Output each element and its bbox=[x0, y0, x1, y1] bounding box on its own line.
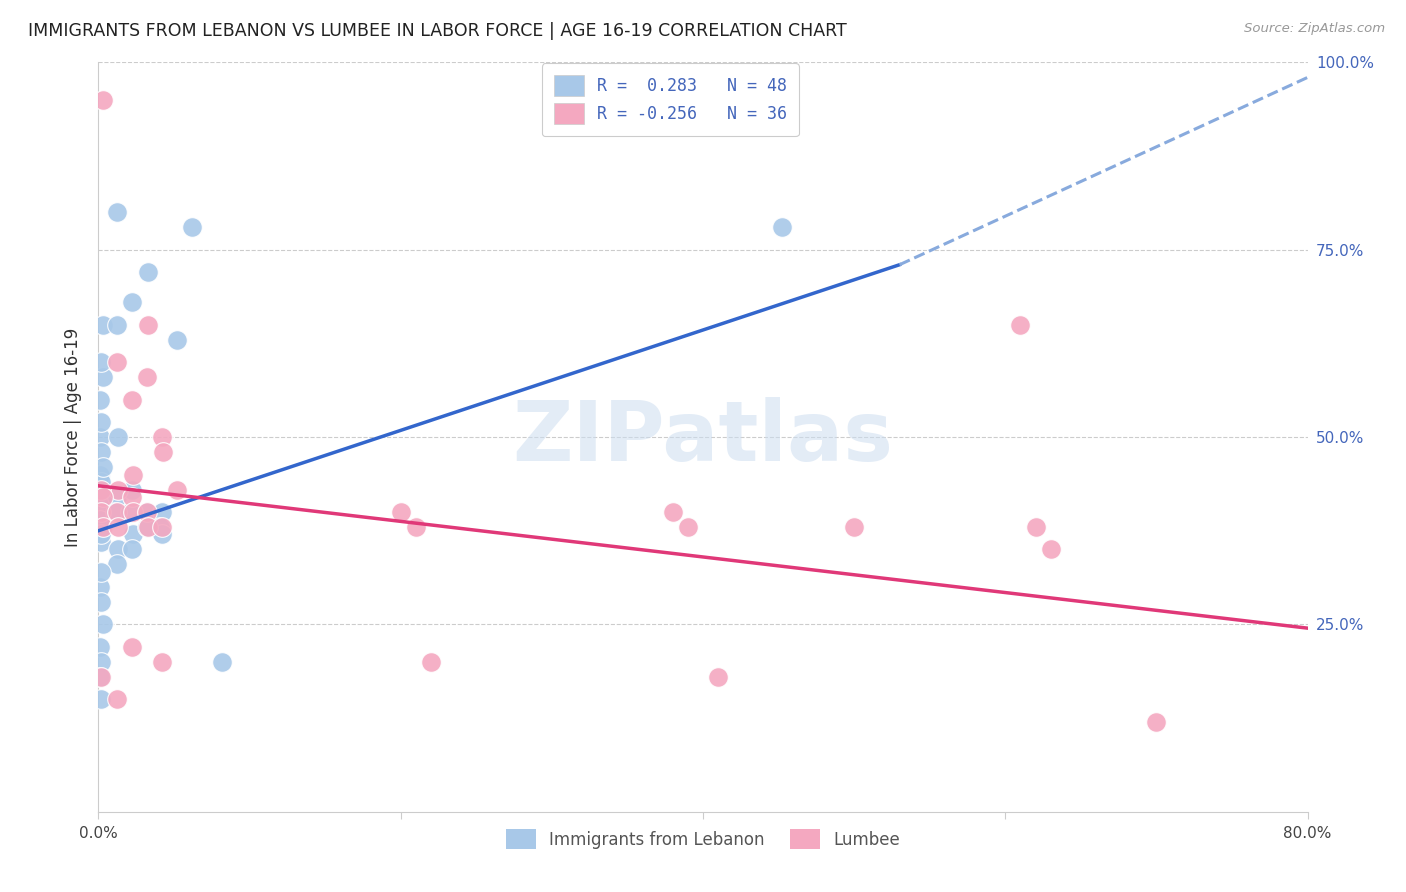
Point bbox=[91, 490, 114, 504]
Point bbox=[90, 445, 112, 459]
Point bbox=[121, 640, 143, 654]
Point bbox=[1039, 542, 1062, 557]
Point bbox=[89, 392, 111, 407]
Point bbox=[89, 580, 111, 594]
Point bbox=[105, 558, 128, 572]
Point bbox=[136, 318, 159, 332]
Point bbox=[150, 520, 173, 534]
Point bbox=[90, 415, 112, 429]
Point bbox=[136, 520, 159, 534]
Point bbox=[90, 475, 112, 489]
Point bbox=[91, 520, 114, 534]
Point bbox=[90, 355, 112, 369]
Point bbox=[121, 295, 143, 310]
Point bbox=[707, 670, 730, 684]
Point bbox=[89, 640, 111, 654]
Point bbox=[121, 542, 143, 557]
Point bbox=[91, 490, 114, 504]
Point bbox=[211, 655, 233, 669]
Point bbox=[121, 483, 143, 497]
Point bbox=[105, 205, 128, 219]
Point bbox=[91, 93, 114, 107]
Point bbox=[90, 505, 112, 519]
Point bbox=[181, 220, 204, 235]
Point bbox=[676, 520, 699, 534]
Point bbox=[150, 430, 173, 444]
Point bbox=[91, 498, 114, 512]
Text: IMMIGRANTS FROM LEBANON VS LUMBEE IN LABOR FORCE | AGE 16-19 CORRELATION CHART: IMMIGRANTS FROM LEBANON VS LUMBEE IN LAB… bbox=[28, 22, 846, 40]
Point bbox=[105, 318, 128, 332]
Point bbox=[90, 565, 112, 579]
Point bbox=[90, 535, 112, 549]
Point bbox=[1144, 714, 1167, 729]
Point bbox=[105, 490, 128, 504]
Point bbox=[122, 467, 145, 482]
Point bbox=[107, 483, 129, 497]
Point bbox=[120, 505, 142, 519]
Point bbox=[389, 505, 412, 519]
Point bbox=[91, 318, 114, 332]
Point bbox=[661, 505, 683, 519]
Point bbox=[136, 265, 159, 279]
Point bbox=[90, 527, 112, 541]
Point bbox=[90, 655, 112, 669]
Point bbox=[90, 670, 112, 684]
Text: ZIPatlas: ZIPatlas bbox=[513, 397, 893, 477]
Point bbox=[122, 505, 145, 519]
Point bbox=[105, 355, 128, 369]
Point bbox=[90, 692, 112, 706]
Point bbox=[135, 505, 157, 519]
Point bbox=[135, 505, 157, 519]
Point bbox=[1010, 318, 1032, 332]
Point bbox=[150, 655, 173, 669]
Point bbox=[166, 483, 188, 497]
Point bbox=[90, 505, 112, 519]
Point bbox=[89, 467, 111, 482]
Point bbox=[91, 483, 114, 497]
Point bbox=[104, 505, 127, 519]
Point bbox=[166, 333, 188, 347]
Point bbox=[844, 520, 866, 534]
Point bbox=[90, 595, 112, 609]
Point bbox=[107, 542, 129, 557]
Point bbox=[89, 430, 111, 444]
Point bbox=[121, 392, 143, 407]
Text: Source: ZipAtlas.com: Source: ZipAtlas.com bbox=[1244, 22, 1385, 36]
Point bbox=[770, 220, 793, 235]
Point bbox=[121, 490, 143, 504]
Point bbox=[135, 520, 157, 534]
Point bbox=[1024, 520, 1046, 534]
Point bbox=[89, 520, 111, 534]
Y-axis label: In Labor Force | Age 16-19: In Labor Force | Age 16-19 bbox=[65, 327, 83, 547]
Point bbox=[149, 520, 172, 534]
Point bbox=[107, 520, 129, 534]
Point bbox=[90, 483, 112, 497]
Point bbox=[420, 655, 443, 669]
Point bbox=[91, 370, 114, 384]
Point bbox=[89, 670, 111, 684]
Point bbox=[105, 692, 128, 706]
Point bbox=[150, 505, 173, 519]
Point bbox=[107, 430, 129, 444]
Point bbox=[135, 370, 157, 384]
Point bbox=[89, 512, 111, 526]
Point bbox=[91, 617, 114, 632]
Point bbox=[152, 445, 174, 459]
Legend: Immigrants from Lebanon, Lumbee: Immigrants from Lebanon, Lumbee bbox=[499, 822, 907, 855]
Point bbox=[91, 460, 114, 475]
Point bbox=[122, 527, 145, 541]
Point bbox=[405, 520, 427, 534]
Point bbox=[150, 527, 173, 541]
Point bbox=[105, 505, 128, 519]
